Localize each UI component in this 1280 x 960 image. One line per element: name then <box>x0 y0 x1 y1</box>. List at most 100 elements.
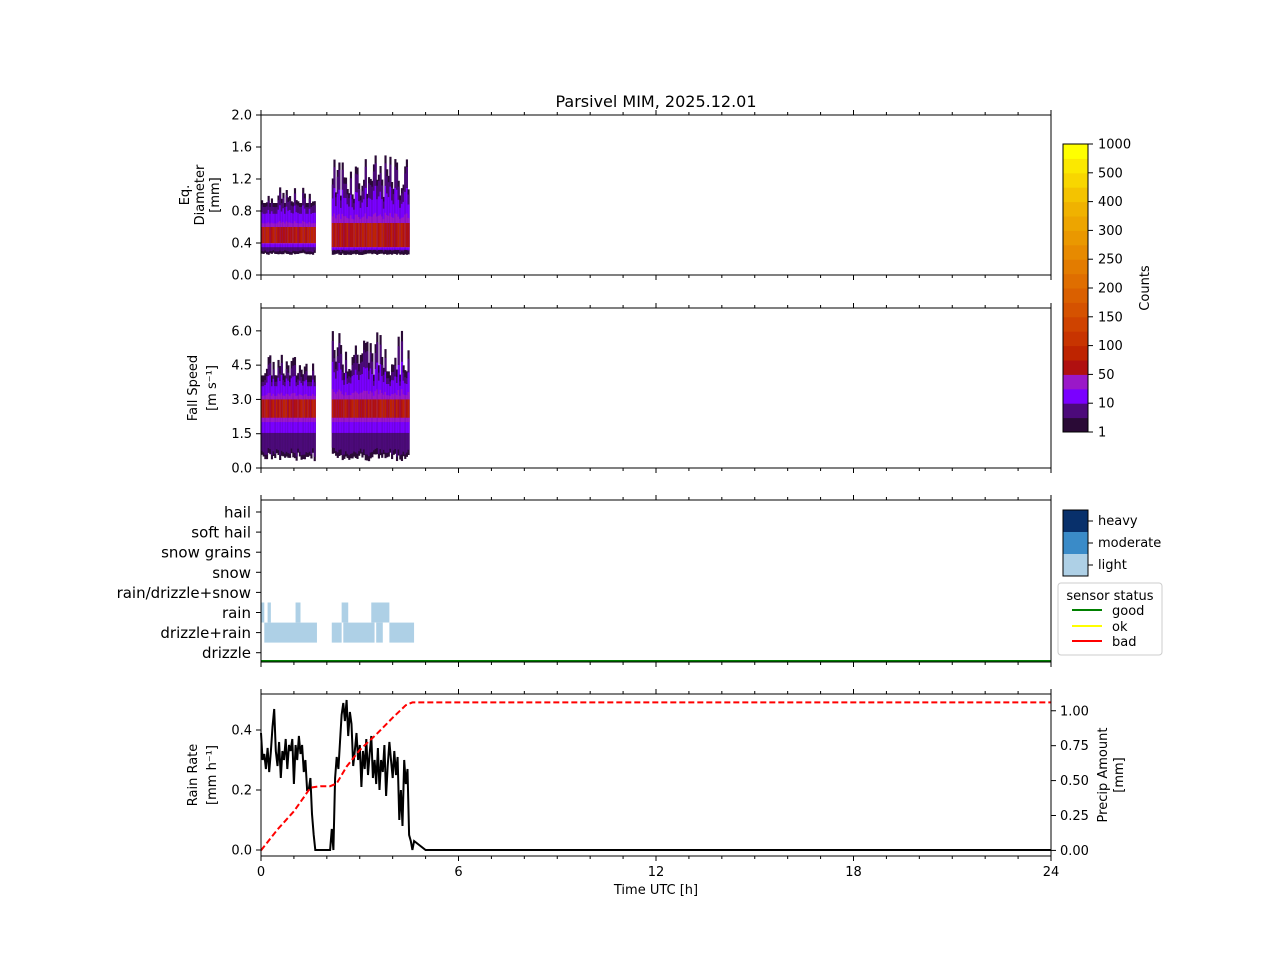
fall-speed-cell <box>277 399 280 418</box>
diameter-cell <box>312 227 315 243</box>
fall-speed-cell <box>369 399 372 418</box>
fall-speed-cell <box>351 399 354 418</box>
diameter-cell <box>313 227 316 243</box>
colorbar-tick-label-6: 250 <box>1098 253 1123 268</box>
fall-speed-cell <box>348 399 351 418</box>
panel-diameter: 0.0 0.4 0.8 1.2 1.6 2.0 Eq. Diameter [mm] <box>178 109 1052 284</box>
diameter-cell <box>298 227 301 243</box>
diameter-heatmap <box>261 155 410 255</box>
diameter-cell <box>381 223 384 247</box>
precip-type-label-snow-grains: snow grains <box>161 544 251 562</box>
fall-speed-cell <box>272 399 275 418</box>
diameter-cell <box>366 223 369 247</box>
diameter-ytick-label-4: 1.6 <box>231 141 252 156</box>
diameter-cell <box>391 223 394 247</box>
fall-speed-cell <box>298 399 301 418</box>
diameter-cell <box>338 223 341 247</box>
fall-speed-xticks <box>260 303 1052 473</box>
diameter-cell <box>292 227 295 243</box>
precip-type-bar-4 <box>371 602 390 623</box>
diameter-cell <box>356 223 359 247</box>
diameter-cell <box>407 223 410 247</box>
diameter-cell <box>303 227 306 243</box>
fall-speed-cell <box>274 399 277 418</box>
diameter-cell <box>367 223 371 247</box>
fall-speed-cell <box>376 399 379 418</box>
precip-type-bar-9 <box>389 622 415 643</box>
diameter-cell <box>341 223 344 247</box>
diameter-yticks: 0.0 0.4 0.8 1.2 1.6 2.0 <box>231 109 261 284</box>
rain-rate-line <box>260 699 1051 851</box>
fall-speed-cell <box>356 399 359 418</box>
colorbar-tick-label-1: 10 <box>1098 397 1115 412</box>
fall-speed-cell <box>279 399 282 418</box>
precip-type-label-soft-hail: soft hail <box>191 524 251 542</box>
fall-speed-cell <box>384 399 387 418</box>
precip-type-label-hail: hail <box>224 504 251 522</box>
fall-speed-ytick-label-2: 3.0 <box>231 393 252 408</box>
diameter-cell <box>387 223 390 247</box>
diameter-cell <box>384 223 387 247</box>
fall-speed-cell <box>284 399 287 418</box>
precip-type-xticks <box>260 495 1052 667</box>
diameter-ytick-label-2: 0.8 <box>231 205 252 220</box>
diameter-cell <box>349 223 353 247</box>
precip-type-bar-3 <box>341 602 349 623</box>
precip-type-bar-1 <box>267 602 271 623</box>
rain-rate-ylabel-line1: Rain Rate <box>186 744 201 807</box>
precip-type-bar-5 <box>264 622 317 643</box>
sensor-status-legend-box <box>1057 582 1163 656</box>
colorbar-cell-11 <box>1063 259 1088 275</box>
fall-speed-cell <box>389 399 392 418</box>
diameter-cell <box>297 227 300 243</box>
diameter-cell <box>267 227 270 243</box>
fall-speed-cell <box>363 399 366 418</box>
fall-speed-cell <box>288 399 292 418</box>
diameter-ylabel-line2: Diameter <box>193 164 208 225</box>
panel-fall-speed: 0.0 1.5 3.0 4.5 6.0 Fall Speed [m s⁻¹] <box>186 303 1052 477</box>
diameter-cell <box>295 227 298 243</box>
colorbar-tick-label-2: 50 <box>1098 368 1115 383</box>
precip-amount-ytick-label-1: 0.25 <box>1060 809 1089 824</box>
precip-amount-yticks: 0.00 0.25 0.50 0.75 1.00 <box>1051 704 1089 859</box>
precip-amount-ytick-label-4: 1.00 <box>1060 704 1089 719</box>
fall-speed-ytick-label-4: 6.0 <box>231 324 252 339</box>
precip-amount-ylabel-line2: [mm] <box>1112 757 1127 792</box>
fall-speed-ylabel-line2: [m s⁻¹] <box>205 365 220 411</box>
precip-amount-ytick-label-0: 0.00 <box>1060 844 1089 859</box>
rain-rate-ytick-label-0: 0.0 <box>231 844 252 859</box>
precip-type-label-rain-drizzle-snow: rain/drizzle+snow <box>117 584 251 602</box>
fall-speed-cell <box>353 399 356 418</box>
fall-speed-cell <box>275 399 278 418</box>
fall-speed-cell <box>402 399 405 418</box>
fall-speed-ylabel-line1: Fall Speed <box>186 355 201 421</box>
fall-speed-cell <box>404 399 407 418</box>
panel-precip-type: hail soft hail snow grains snow rain/drizzle… <box>117 495 1052 667</box>
diameter-cell <box>336 223 339 247</box>
rain-rate-ylabel-line2: [mm h⁻¹] <box>205 745 220 805</box>
fall-speed-cell <box>280 399 283 418</box>
fall-speed-cell <box>397 399 400 418</box>
colorbar-cell-17 <box>1063 172 1088 188</box>
diameter-cell <box>262 227 265 243</box>
diameter-cell <box>394 223 397 247</box>
diameter-cell <box>372 223 376 247</box>
fall-speed-cell <box>333 399 336 418</box>
colorbar-cell-19 <box>1063 144 1088 159</box>
diameter-cell <box>359 223 362 247</box>
precip-type-label-snow: snow <box>212 564 251 582</box>
diameter-cell <box>261 227 264 243</box>
diameter-ytick-label-3: 1.2 <box>231 173 252 188</box>
diameter-cell <box>363 223 366 247</box>
colorbar-cell-15 <box>1063 201 1088 217</box>
x-axis-label: Time UTC [h] <box>613 883 698 898</box>
panel-rain-rate: 0 6 12 18 24 0.00.20.4 0.000.250.500.751.00 … <box>186 689 1127 898</box>
diameter-cell <box>400 223 404 247</box>
fall-speed-cell <box>310 399 313 418</box>
diameter-cell <box>358 223 361 247</box>
fall-speed-cell <box>313 399 316 418</box>
fall-speed-cell <box>340 399 343 418</box>
diameter-cell <box>361 223 364 247</box>
diameter-cell <box>395 223 399 247</box>
